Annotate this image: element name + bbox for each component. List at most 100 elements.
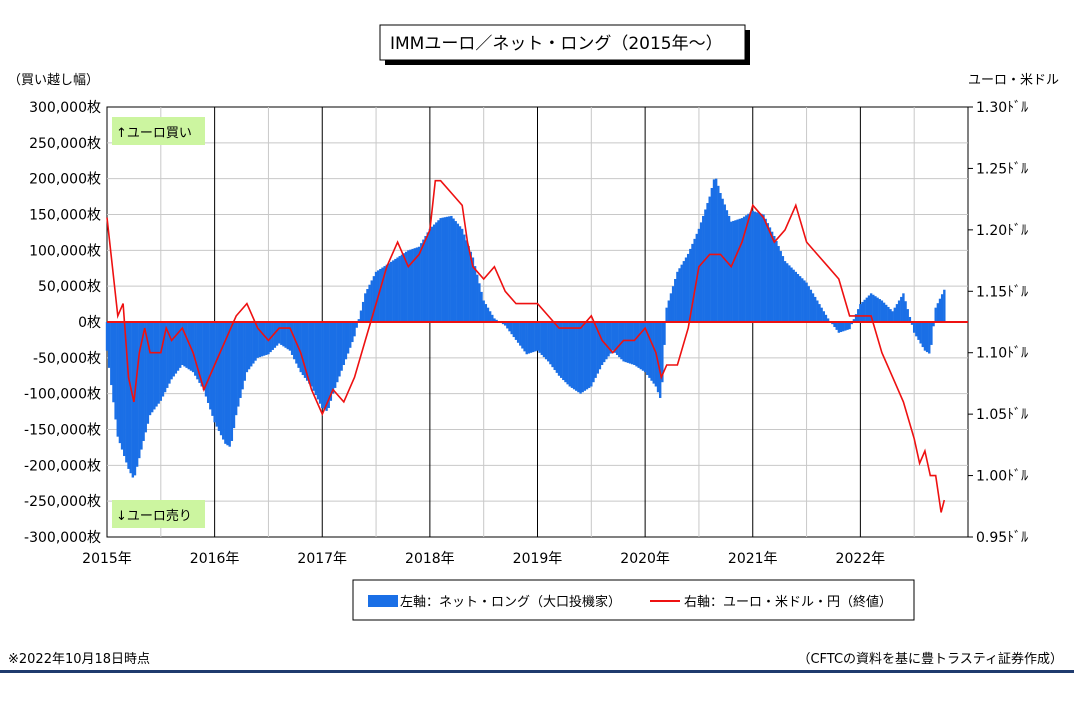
net-long-bar (779, 251, 782, 322)
net-long-bar (676, 271, 679, 322)
net-long-bar (200, 322, 203, 387)
net-long-bar (379, 268, 382, 322)
net-long-bar (919, 322, 922, 344)
net-long-bar (564, 322, 567, 383)
net-long-bar (521, 322, 524, 349)
net-long-bar (734, 220, 737, 322)
net-long-bar (691, 243, 694, 322)
net-long-bar (740, 218, 744, 322)
source-note: （CFTCの資料を基に豊トラスティ証券作成） (797, 651, 1063, 667)
net-long-bar (168, 322, 171, 384)
net-long-bar (146, 322, 150, 424)
x-axis-ticks: 2015年 2016年 2017年 2018年 2019年 2020年 2021年 2022年 (82, 551, 885, 567)
net-long-bar (912, 322, 916, 333)
net-long-bar (245, 322, 249, 373)
net-long-bar (607, 322, 610, 357)
net-long-bar (758, 213, 761, 322)
net-long-bar (813, 296, 817, 322)
net-long-bar (488, 311, 492, 322)
net-long-bar (943, 289, 946, 322)
net-long-bar (407, 250, 410, 322)
net-long-bar (605, 322, 608, 360)
net-long-bar (824, 314, 828, 322)
net-long-bar (127, 322, 130, 469)
net-long-bar (736, 219, 739, 322)
net-long-bar (551, 322, 554, 368)
net-long-bar (514, 322, 518, 340)
net-long-bar (123, 322, 126, 457)
net-long-bar (559, 322, 563, 378)
net-long-bar (105, 322, 109, 351)
net-long-bar (340, 322, 343, 371)
net-long-bar (794, 271, 797, 322)
net-long-bar (385, 264, 389, 322)
x-axis-tick-label: 2022年 (836, 551, 886, 567)
net-long-bar (116, 322, 119, 437)
net-long-bar (467, 246, 470, 322)
x-axis-tick-label: 2017年 (297, 551, 347, 567)
net-long-bar (381, 267, 384, 322)
net-long-bar (583, 322, 587, 391)
net-long-bar (665, 307, 668, 322)
net-long-bar (215, 322, 218, 427)
net-long-bar (463, 234, 466, 322)
net-long-bar (469, 251, 472, 322)
net-long-bar (504, 322, 507, 326)
net-long-bar (785, 263, 789, 322)
net-long-bar (243, 322, 246, 381)
net-long-bar (549, 322, 552, 365)
chart-title: IMMユーロ／ネット・ロング（2015年～） (390, 34, 723, 54)
net-long-bar (301, 322, 305, 376)
net-long-bar (822, 311, 825, 322)
net-long-bar (333, 322, 337, 388)
net-long-bar (575, 322, 578, 391)
net-long-bar (372, 276, 376, 322)
net-long-bar (172, 322, 175, 377)
net-long-bar (915, 322, 918, 337)
net-long-bar (327, 322, 330, 408)
net-long-bar (809, 289, 813, 322)
net-long-bar (383, 266, 386, 322)
net-long-bar (153, 322, 156, 410)
net-long-bar (777, 246, 780, 322)
net-long-bar (773, 236, 776, 322)
net-long-bar (516, 322, 520, 343)
net-long-bar (482, 300, 485, 322)
net-long-bar (430, 226, 434, 322)
net-long-bar (626, 322, 630, 363)
net-long-bar (486, 307, 490, 322)
net-long-bar (417, 246, 421, 322)
net-long-bar (555, 322, 559, 373)
net-long-bar (611, 322, 615, 351)
left-axis-tick-label: -50,000枚 (33, 351, 101, 367)
sell-note: ↓ユーロ売り (116, 508, 192, 524)
net-long-bar (402, 253, 406, 322)
net-long-bar (239, 322, 242, 398)
net-long-bar (572, 322, 576, 390)
net-long-bar (435, 222, 438, 322)
net-long-bar (770, 231, 774, 322)
legend-bar-label: 左軸：ネット・ロング（大口投機家） (400, 594, 621, 610)
net-long-bar (325, 322, 328, 411)
net-long-bar (633, 322, 636, 365)
net-long-bar (323, 322, 326, 410)
bottom-rule (0, 670, 1074, 673)
net-long-bar (760, 213, 763, 322)
net-long-bar (114, 322, 117, 420)
net-long-bar (745, 215, 748, 322)
net-long-bar (473, 266, 477, 322)
net-long-bar (161, 322, 165, 397)
net-long-bar (704, 209, 707, 322)
net-long-bar (510, 322, 513, 335)
net-long-bar (176, 322, 180, 371)
net-long-bar (751, 210, 754, 322)
net-long-bar (928, 322, 931, 354)
net-long-bar (222, 322, 225, 440)
net-long-bar (781, 256, 785, 322)
net-long-bar (725, 210, 729, 322)
net-long-bar (921, 322, 924, 348)
net-long-bar (206, 322, 210, 403)
net-long-bar (166, 322, 169, 388)
net-long-bar (706, 203, 709, 322)
